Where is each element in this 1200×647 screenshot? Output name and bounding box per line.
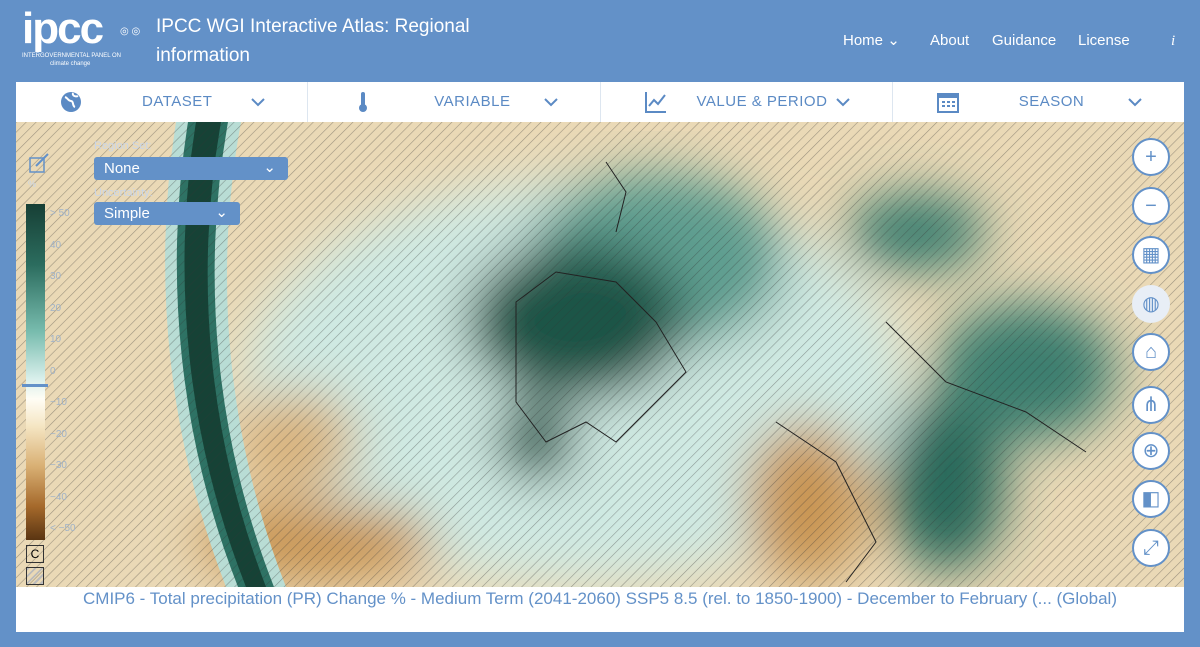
legend-tick: −20: [50, 428, 67, 440]
map-view[interactable]: % Region Set: None ⌄ Uncertainty: Simple ⌄…: [16, 122, 1184, 587]
tag-icon: ⌂: [1144, 341, 1158, 363]
map-caption: CMIP6 - Total precipitation (PR) Change …: [16, 587, 1184, 632]
compare-button[interactable]: ◧: [1132, 480, 1170, 518]
legend-tick: 0: [50, 365, 56, 377]
chevron-down-icon: ⌄: [215, 204, 228, 221]
thermometer-icon: [359, 92, 368, 112]
nav-about[interactable]: About: [930, 32, 970, 49]
share-icon: ⋔: [1142, 394, 1160, 416]
globe-projection-button[interactable]: ◍: [1132, 285, 1170, 323]
legend-tick: 10: [50, 334, 62, 345]
precipitation-map[interactable]: [16, 122, 1184, 587]
legend-tick: 30: [50, 271, 62, 282]
color-legend: [26, 204, 45, 540]
chevron-down-icon: ⌄: [887, 32, 900, 49]
legend-tick: < −50: [50, 523, 76, 534]
share-button[interactable]: ⋔: [1132, 386, 1170, 424]
legend-tick: −10: [50, 397, 67, 408]
fullscreen-icon: ⤢: [1143, 537, 1159, 559]
chevron-down-icon: [251, 98, 265, 107]
page-title: IPCC WGI Interactive Atlas: Regional inf…: [156, 16, 470, 66]
compare-icon: ◧: [1141, 488, 1161, 510]
chevron-down-icon: [1128, 98, 1142, 107]
zoom-out-button[interactable]: −: [1132, 187, 1170, 225]
c-button[interactable]: C: [26, 545, 44, 563]
line-chart-icon: [644, 92, 666, 113]
info-icon[interactable]: i: [1171, 33, 1176, 49]
nav-home[interactable]: Home ⌄: [843, 32, 900, 49]
legend-tick: −30: [50, 460, 67, 471]
dataset-menu[interactable]: DATASET: [16, 82, 309, 122]
legend-tick: 40: [50, 239, 62, 251]
nav-license[interactable]: License: [1078, 32, 1130, 49]
variable-menu[interactable]: VARIABLE: [308, 82, 601, 122]
crosshair-button[interactable]: ⊕: [1132, 432, 1170, 470]
calendar-icon: [936, 93, 959, 113]
zoom-out-icon: −: [1145, 195, 1157, 217]
season-menu[interactable]: SEASON: [893, 82, 1184, 122]
uncertainty-select[interactable]: Simple ⌄: [94, 202, 240, 225]
tag-button[interactable]: ⌂: [1132, 333, 1170, 371]
value-period-menu[interactable]: VALUE & PERIOD: [601, 82, 893, 122]
crosshair-icon: ⊕: [1142, 440, 1160, 462]
legend-tick: > 50: [50, 208, 70, 219]
globe-projection-icon: ◍: [1142, 293, 1160, 315]
chevron-down-icon: ⌄: [263, 159, 276, 176]
header: ipcc INTERGOVERNMENTAL PANEL ON climate …: [0, 0, 1200, 82]
chevron-down-icon: [836, 98, 850, 107]
hatching-toggle[interactable]: [26, 567, 44, 585]
map-layers-icon: ▦: [1141, 244, 1161, 266]
legend-tick: −40: [50, 491, 67, 503]
region-set-select[interactable]: None ⌄: [94, 157, 288, 180]
toolbar: DATASET VARIABLE VALUE & PERIOD SEASON: [16, 82, 1184, 122]
edit-legend-icon[interactable]: [28, 152, 50, 174]
nav-guidance[interactable]: Guidance: [992, 32, 1057, 49]
globe-icon: [61, 92, 81, 112]
legend-marker[interactable]: [22, 384, 48, 387]
zoom-in-button[interactable]: +: [1132, 138, 1170, 176]
map-layers-button[interactable]: ▦: [1132, 236, 1170, 274]
fullscreen-button[interactable]: ⤢: [1132, 529, 1170, 567]
ipcc-logo[interactable]: ipcc INTERGOVERNMENTAL PANEL ON climate …: [22, 4, 141, 68]
legend-tick: 20: [50, 302, 62, 314]
chevron-down-icon: [543, 98, 558, 107]
wmo-unep-logos: ◎ ◎: [120, 26, 141, 37]
zoom-in-icon: +: [1145, 146, 1157, 168]
